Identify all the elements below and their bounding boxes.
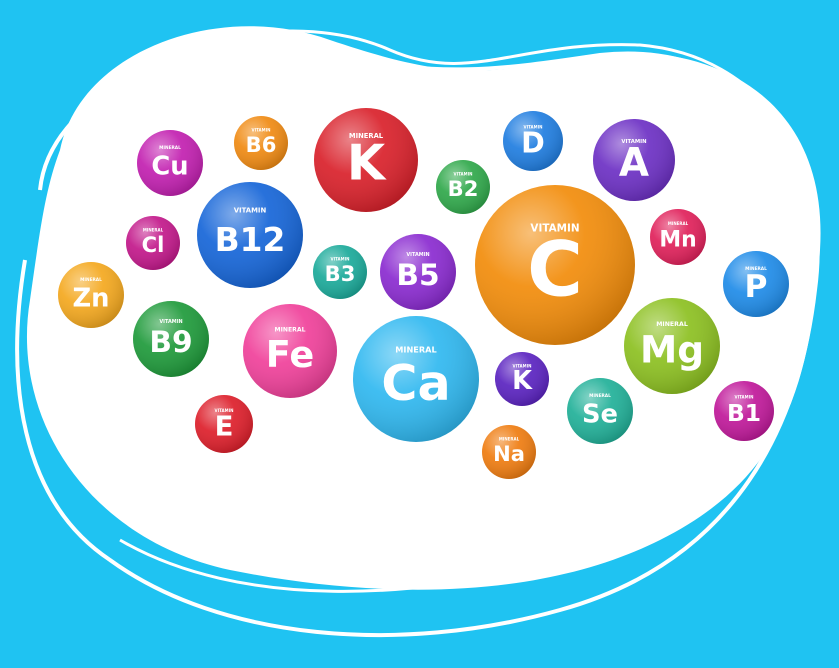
bubble-symbol: K xyxy=(347,134,387,192)
bubble-kind: MINERAL xyxy=(668,221,689,226)
page: {"bubbles": [ {"kind": "MINERAL", "symbo… xyxy=(0,0,839,668)
bubble-symbol: C xyxy=(527,225,583,314)
bubble-symbol: Cl xyxy=(142,232,165,257)
bubble-symbol: Mn xyxy=(659,227,696,252)
bubble-symbol: E xyxy=(215,410,234,442)
bubble-symbol: Se xyxy=(582,399,618,429)
bubble-kind: VITAMIN xyxy=(234,207,267,215)
bubble-symbol: B3 xyxy=(325,261,356,286)
bubble-symbol: Zn xyxy=(73,283,110,313)
bubble-symbol: Mg xyxy=(640,327,704,371)
nutrient-bubble: VITAMIN B12 xyxy=(197,182,303,288)
bubble-symbol: K xyxy=(512,366,533,396)
bubble-kind: MINERAL xyxy=(589,393,611,399)
bubble-symbol: B12 xyxy=(215,220,286,259)
bubble-kind: MINERAL xyxy=(395,345,436,355)
bubble-kind: MINERAL xyxy=(159,145,181,151)
bubble-kind: MINERAL xyxy=(80,277,102,283)
bubble-symbol: P xyxy=(745,269,768,305)
bubble-symbol: Cu xyxy=(151,151,188,181)
bubble-symbol: B2 xyxy=(448,176,479,201)
bubble-symbol: A xyxy=(619,140,649,185)
bubble-symbol: B5 xyxy=(396,257,439,292)
bubble-symbol: Fe xyxy=(266,333,314,376)
bubble-symbol: B9 xyxy=(149,324,192,359)
bubble-symbol: B6 xyxy=(246,132,277,157)
bubble-symbol: Ca xyxy=(381,354,450,412)
illustration: MINERALCuVITAMINB6MINERALKVITAMINB2VITAM… xyxy=(0,0,839,668)
bubble-symbol: Na xyxy=(493,441,525,466)
bubble-symbol: B1 xyxy=(727,399,761,427)
bubble-symbol: D xyxy=(521,127,545,160)
